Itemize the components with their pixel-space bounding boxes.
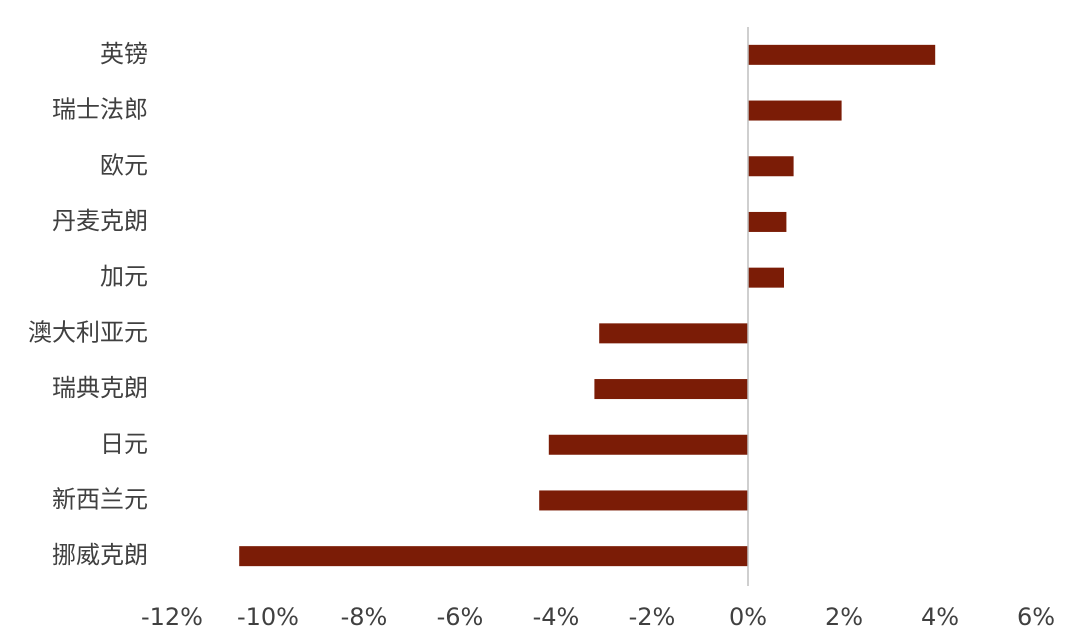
bar: [599, 323, 748, 344]
y-tick-label: 新西兰元: [52, 485, 148, 513]
bar: [594, 379, 748, 400]
y-tick-label: 欧元: [100, 151, 148, 179]
y-tick-label: 日元: [100, 430, 148, 458]
bar: [748, 44, 936, 65]
x-tick-label: 4%: [921, 603, 959, 631]
y-tick-label: 澳大利亚元: [28, 318, 148, 346]
y-tick-label: 加元: [100, 263, 148, 291]
bar: [548, 434, 748, 455]
bar: [539, 490, 748, 511]
x-tick-label: -10%: [237, 603, 299, 631]
y-tick-label: 瑞士法郎: [52, 96, 148, 124]
x-tick-label: 2%: [825, 603, 863, 631]
bar: [748, 267, 784, 288]
bar: [748, 156, 794, 177]
x-tick-label: 6%: [1017, 603, 1055, 631]
x-tick-label: 0%: [729, 603, 767, 631]
y-tick-label: 英镑: [100, 40, 148, 68]
x-tick-label: -12%: [141, 603, 203, 631]
bar: [239, 546, 748, 567]
x-tick-label: -6%: [437, 603, 484, 631]
y-tick-label: 挪威克朗: [52, 541, 148, 569]
x-tick-label: -8%: [341, 603, 388, 631]
y-tick-label: 丹麦克朗: [52, 207, 148, 235]
y-tick-label: 瑞典克朗: [52, 374, 148, 402]
bar: [748, 211, 787, 232]
x-tick-label: -4%: [533, 603, 580, 631]
x-tick-label: -2%: [629, 603, 676, 631]
bar: [748, 100, 842, 121]
